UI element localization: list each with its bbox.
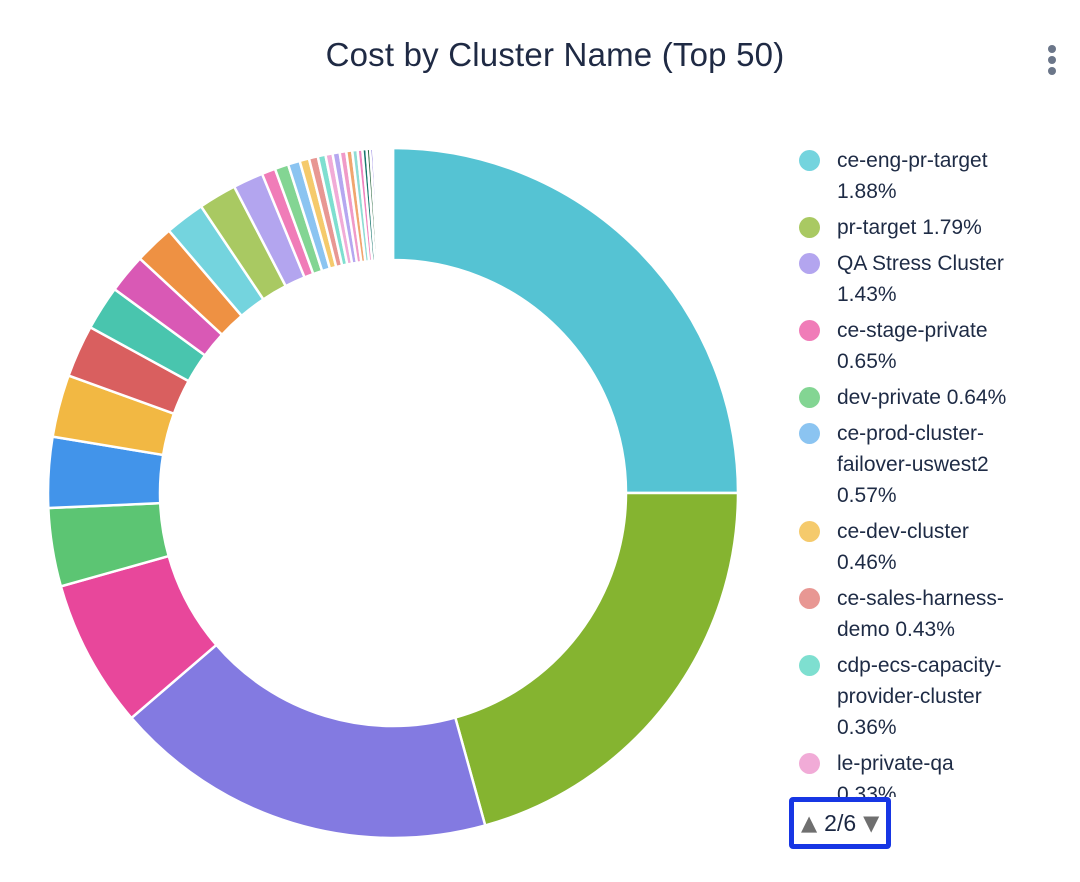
legend-color-dot — [799, 521, 820, 542]
legend-page-up-button[interactable]: ▲ — [801, 810, 818, 835]
legend-item[interactable]: pr-target 1.79% — [799, 212, 1075, 243]
legend-label: ce-sales-harness-demo 0.43% — [837, 587, 1004, 641]
legend-label: ce-prod-cluster-failover-uswest2 0.57% — [837, 422, 989, 507]
donut-chart-svg — [46, 146, 740, 840]
chart-legend-items: ce-eng-pr-target 1.88% pr-target 1.79% QA S… — [799, 145, 1075, 797]
legend-item[interactable]: le-private-qa 0.33% — [799, 748, 1075, 797]
chart-title: Cost by Cluster Name (Top 50) — [325, 36, 785, 73]
legend-label: le-private-qa 0.33% — [837, 752, 954, 797]
chart-legend: ce-eng-pr-target 1.88% pr-target 1.79% QA S… — [799, 145, 1075, 797]
legend-color-dot — [799, 588, 820, 609]
legend-item[interactable]: ce-sales-harness-demo 0.43% — [799, 583, 1075, 645]
legend-color-dot — [799, 423, 820, 444]
legend-color-dot — [799, 150, 820, 171]
legend-label: cdp-ecs-capacity-provider-cluster 0.36% — [837, 654, 1002, 739]
donut-slice[interactable] — [391, 146, 740, 495]
legend-label: ce-dev-cluster 0.46% — [837, 520, 969, 574]
legend-item[interactable]: ce-dev-cluster 0.46% — [799, 516, 1075, 578]
legend-color-dot — [799, 253, 820, 274]
legend-item[interactable]: cdp-ecs-capacity-provider-cluster 0.36% — [799, 650, 1075, 743]
legend-color-dot — [799, 320, 820, 341]
legend-item[interactable]: ce-eng-pr-target 1.88% — [799, 145, 1075, 207]
donut-slice[interactable] — [453, 491, 740, 827]
legend-label: ce-stage-private 0.65% — [837, 319, 988, 373]
legend-item[interactable]: ce-stage-private 0.65% — [799, 315, 1075, 377]
legend-item[interactable]: QA Stress Cluster 1.43% — [799, 248, 1075, 310]
legend-color-dot — [799, 753, 820, 774]
legend-color-dot — [799, 387, 820, 408]
legend-color-dot — [799, 217, 820, 238]
donut-chart — [23, 123, 763, 863]
legend-pagination: ▲ 2/6 ▼ — [789, 797, 892, 849]
chart-menu-button[interactable] — [1043, 42, 1061, 78]
legend-page-down-button[interactable]: ▼ — [863, 810, 880, 835]
legend-label: pr-target 1.79% — [837, 216, 982, 239]
donut-slice[interactable] — [129, 643, 487, 840]
legend-label: dev-private 0.64% — [837, 386, 1007, 409]
legend-item[interactable]: ce-prod-cluster-failover-uswest2 0.57% — [799, 418, 1075, 511]
legend-label: QA Stress Cluster 1.43% — [837, 252, 1004, 306]
legend-color-dot — [799, 655, 820, 676]
legend-label: ce-eng-pr-target 1.88% — [837, 149, 988, 203]
legend-page-indicator: 2/6 — [824, 810, 857, 836]
legend-item[interactable]: dev-private 0.64% — [799, 382, 1075, 413]
